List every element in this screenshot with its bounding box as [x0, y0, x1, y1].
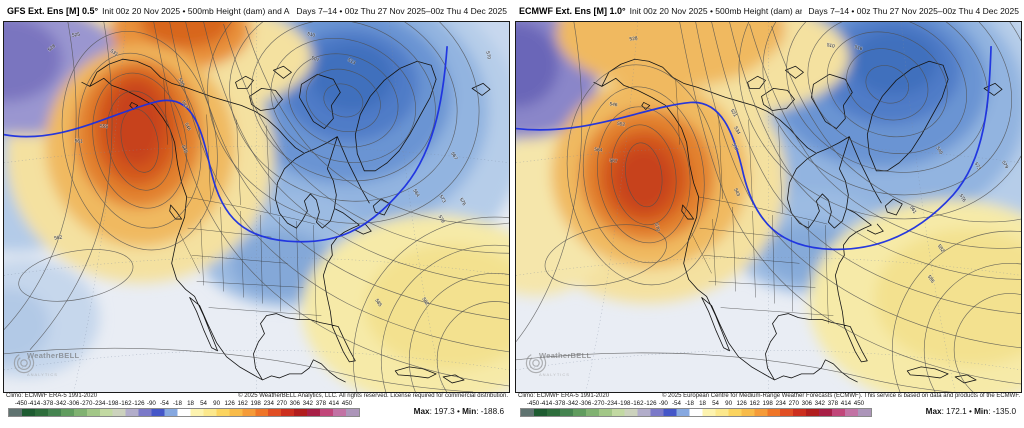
gfs-map-wrap: 528 525 531 555 561 540 543 546 549 510 507 513 567 5…: [3, 21, 510, 393]
ecmwf-map-wrap: 528 546 552 564 567 531 534 537 543 510 516 549 573 5…: [515, 21, 1022, 393]
svg-text:531: 531: [109, 48, 119, 58]
svg-text:579: 579: [1000, 160, 1009, 170]
max-value: 197.3: [434, 407, 455, 416]
gfs-max-min: Max: 197.3 • Min: -188.6: [413, 407, 504, 416]
ecmwf-copyright-label: © 2025 European Centre for Medium-Range …: [661, 393, 1020, 399]
svg-text:570: 570: [653, 223, 661, 233]
max-value: 172.1: [946, 407, 967, 416]
panel-gfs: GFS Ext. Ens [M] 0.5° Init 00z 20 Nov 20…: [0, 0, 512, 427]
svg-text:525: 525: [72, 32, 81, 39]
ecmwf-model-title: ECMWF Ext. Ens [M] 1.0°: [519, 5, 626, 16]
svg-text:528: 528: [629, 36, 638, 43]
gfs-init-variable-label: Init 00z 20 Nov 2025 • 500mb Height (dam…: [102, 5, 290, 16]
weatherbell-watermark: WeatherBELL ANALYTICS: [11, 345, 79, 381]
gfs-model-title: GFS Ext. Ens [M] 0.5°: [7, 5, 99, 16]
svg-text:531: 531: [729, 108, 738, 118]
ecmwf-bold-height-contour: [516, 46, 992, 251]
ecmwf-max-min: Max: 172.1 • Min: -135.0: [925, 407, 1016, 416]
svg-text:561: 561: [75, 138, 84, 145]
svg-text:549: 549: [180, 144, 189, 154]
watermark-brand: WeatherBELL: [539, 351, 592, 360]
svg-text:582: 582: [54, 234, 63, 241]
gfs-anomaly-map: 528 525 531 555 561 540 543 546 549 510 507 513 567 5…: [3, 21, 510, 393]
watermark-sub: ANALYTICS: [539, 372, 570, 377]
svg-text:513: 513: [346, 57, 356, 66]
svg-text:567: 567: [449, 151, 458, 161]
svg-text:546: 546: [183, 122, 192, 132]
svg-text:573: 573: [438, 194, 447, 204]
svg-text:585: 585: [926, 274, 936, 284]
svg-text:549: 549: [934, 146, 943, 156]
watermark-brand: WeatherBELL: [27, 351, 80, 360]
svg-text:540: 540: [176, 77, 185, 87]
svg-text:534: 534: [732, 126, 741, 136]
min-label: Min: [974, 407, 989, 416]
weatherbell-watermark: WeatherBELL ANALYTICS: [523, 345, 591, 381]
svg-text:546: 546: [609, 101, 618, 108]
svg-text:516: 516: [854, 44, 864, 52]
gfs-colorbar: [8, 408, 360, 417]
svg-text:543: 543: [732, 188, 741, 198]
ecmwf-contour-labels: 528 546 552 564 567 531 534 537 543 510 516 549 573 5…: [594, 35, 1010, 285]
svg-text:585: 585: [374, 298, 384, 308]
gfs-valid-range-label: Days 7–14 • 00z Thu 27 Nov 2025–00z Thu …: [296, 5, 507, 16]
panel-ecmwf-header: ECMWF Ext. Ens [M] 1.0° Init 00z 20 Nov …: [512, 0, 1024, 21]
svg-text:579: 579: [437, 214, 446, 224]
svg-text:510: 510: [826, 42, 835, 50]
svg-text:582: 582: [936, 244, 946, 254]
svg-text:510: 510: [307, 31, 317, 39]
ecmwf-anomaly-map: 528 546 552 564 567 531 534 537 543 510 516 549 573 5…: [515, 21, 1022, 393]
gfs-climo-label: Climo: ECMWF ERA-5 1991-2020: [6, 393, 98, 399]
svg-text:537: 537: [730, 142, 739, 152]
ecmwf-init-variable-label: Init 00z 20 Nov 2025 • 500mb Height (dam…: [629, 5, 803, 16]
max-label: Max: [413, 407, 430, 416]
ecmwf-valid-range-label: Days 7–14 • 00z Thu 27 Nov 2025–00z Thu …: [808, 5, 1019, 16]
bullet-separator: •: [968, 407, 972, 416]
gfs-colorbar-zone: -450 -414 -378 -342 -306 -270 -234 -198 -162 -126…: [8, 400, 512, 427]
min-value: -135.0: [992, 407, 1016, 416]
svg-text:552: 552: [617, 121, 626, 128]
svg-text:573: 573: [973, 161, 982, 171]
svg-text:576: 576: [958, 193, 967, 203]
max-label: Max: [925, 407, 942, 416]
svg-text:576: 576: [458, 197, 467, 207]
ecmwf-footer: Climo: ECMWF ERA-5 1991-2020 © 2025 Euro…: [512, 392, 1024, 400]
gfs-colorbar-ticks: -450 -414 -378 -342 -306 -270 -234 -198 -162 -126…: [14, 400, 353, 407]
svg-text:567: 567: [609, 158, 618, 165]
gfs-contour-labels: 528 525 531 555 561 540 543 546 549 510 507 513 567 5…: [46, 31, 492, 309]
min-value: -188.6: [480, 407, 504, 416]
svg-text:564: 564: [594, 147, 603, 154]
svg-text:507: 507: [310, 55, 320, 64]
panel-gfs-header: GFS Ext. Ens [M] 0.5° Init 00z 20 Nov 20…: [0, 0, 512, 21]
watermark-sub: ANALYTICS: [27, 372, 58, 377]
svg-text:582: 582: [421, 297, 431, 307]
svg-text:528: 528: [47, 43, 57, 53]
min-label: Min: [462, 407, 477, 416]
gfs-bold-height-contour: [4, 46, 448, 243]
weatherbell-spiral-icon: [525, 352, 547, 374]
ecmwf-climo-label: Climo: ECMWF ERA-5 1991-2020: [518, 393, 610, 399]
ecmwf-height-contours: [516, 22, 1021, 392]
svg-text:561: 561: [908, 205, 917, 215]
svg-text:570: 570: [484, 51, 492, 60]
weatherbell-spiral-icon: [13, 352, 35, 374]
ecmwf-colorbar-ticks: -450 -414 -378 -342 -306 -270 -234 -198 -162 -126…: [526, 400, 865, 407]
ecmwf-colorbar: [520, 408, 872, 417]
gfs-height-contours: [4, 22, 509, 392]
gfs-footer: Climo: ECMWF ERA-5 1991-2020 © 2025 Weat…: [0, 392, 512, 400]
bullet-separator: •: [456, 407, 460, 416]
svg-text:564: 564: [411, 188, 420, 198]
svg-text:555: 555: [100, 123, 109, 130]
ecmwf-colorbar-zone: -450 -414 -378 -342 -306 -270 -234 -198 -162 -126…: [520, 400, 1024, 427]
gfs-copyright-label: © 2025 WeatherBELL Analytics, LLC. All r…: [238, 393, 508, 399]
svg-text:543: 543: [180, 100, 189, 110]
panel-ecmwf: ECMWF Ext. Ens [M] 1.0° Init 00z 20 Nov …: [512, 0, 1024, 428]
